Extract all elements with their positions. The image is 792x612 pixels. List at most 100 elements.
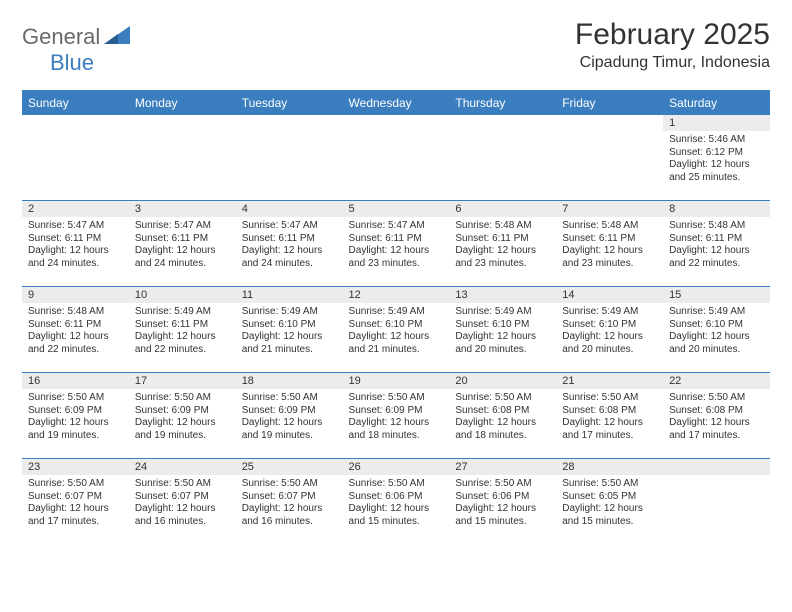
daylight-line: Daylight: 12 hours and 20 minutes. [455,331,550,356]
day-number: 6 [449,201,556,217]
daylight-line: Daylight: 12 hours and 24 minutes. [242,245,337,270]
sunrise-line: Sunrise: 5:49 AM [455,306,550,319]
calendar-week-row: 2Sunrise: 5:47 AMSunset: 6:11 PMDaylight… [22,201,770,287]
calendar-cell: 13Sunrise: 5:49 AMSunset: 6:10 PMDayligh… [449,287,556,373]
sunrise-line: Sunrise: 5:48 AM [28,306,123,319]
sunset-line: Sunset: 6:07 PM [242,491,337,504]
col-header: Sunday [22,91,129,115]
calendar-page: General February 2025 Cipadung Timur, In… [0,0,792,555]
calendar-week-row: 23Sunrise: 5:50 AMSunset: 6:07 PMDayligh… [22,459,770,545]
sunrise-line: Sunrise: 5:50 AM [562,478,657,491]
calendar-cell [556,115,663,201]
sunrise-line: Sunrise: 5:47 AM [135,220,230,233]
day-details: Sunrise: 5:50 AMSunset: 6:09 PMDaylight:… [236,389,343,444]
day-number: 13 [449,287,556,303]
calendar-cell: 4 Sunrise: 5:47 AMSunset: 6:11 PMDaylight… [236,201,343,287]
calendar-cell: 5Sunrise: 5:47 AMSunset: 6:11 PMDaylight… [343,201,450,287]
location-text: Cipadung Timur, Indonesia [575,54,770,72]
calendar-cell: 26Sunrise: 5:50 AMSunset: 6:06 PMDayligh… [343,459,450,545]
title-block: February 2025 Cipadung Timur, Indonesia [575,18,770,72]
daylight-line: Daylight: 12 hours and 16 minutes. [135,503,230,528]
sunset-line: Sunset: 6:07 PM [28,491,123,504]
calendar-cell [129,115,236,201]
daylight-line: Daylight: 12 hours and 15 minutes. [562,503,657,528]
sunrise-line: Sunrise: 5:47 AM [28,220,123,233]
col-header: Tuesday [236,91,343,115]
sunset-line: Sunset: 6:10 PM [669,319,764,332]
daylight-line: Daylight: 12 hours and 22 minutes. [28,331,123,356]
sunset-line: Sunset: 6:09 PM [135,405,230,418]
day-details: Sunrise: 5:48 AMSunset: 6:11 PMDaylight:… [22,303,129,358]
month-title: February 2025 [575,18,770,52]
calendar-cell: 11Sunrise: 5:49 AMSunset: 6:10 PMDayligh… [236,287,343,373]
calendar-cell [663,459,770,545]
day-number: 25 [236,459,343,475]
calendar-cell: 23Sunrise: 5:50 AMSunset: 6:07 PMDayligh… [22,459,129,545]
day-details: Sunrise: 5:50 AMSunset: 6:07 PMDaylight:… [22,475,129,530]
sunset-line: Sunset: 6:07 PM [135,491,230,504]
sunset-line: Sunset: 6:06 PM [455,491,550,504]
day-details: Sunrise: 5:50 AMSunset: 6:05 PMDaylight:… [556,475,663,530]
sunset-line: Sunset: 6:11 PM [242,233,337,246]
day-details: Sunrise: 5:47 AMSunset: 6:11 PMDaylight:… [129,217,236,272]
day-number: 28 [556,459,663,475]
day-number: 4 [236,201,343,217]
calendar-cell: 27Sunrise: 5:50 AMSunset: 6:06 PMDayligh… [449,459,556,545]
sunrise-line: Sunrise: 5:50 AM [28,478,123,491]
sunrise-line: Sunrise: 5:50 AM [455,478,550,491]
calendar-cell: 21Sunrise: 5:50 AMSunset: 6:08 PMDayligh… [556,373,663,459]
daylight-line: Daylight: 12 hours and 16 minutes. [242,503,337,528]
calendar-cell: 16Sunrise: 5:50 AMSunset: 6:09 PMDayligh… [22,373,129,459]
day-details: Sunrise: 5:49 AMSunset: 6:10 PMDaylight:… [449,303,556,358]
day-number: 11 [236,287,343,303]
sunrise-line: Sunrise: 5:47 AM [349,220,444,233]
sunrise-line: Sunrise: 5:50 AM [242,478,337,491]
calendar-cell: 28Sunrise: 5:50 AMSunset: 6:05 PMDayligh… [556,459,663,545]
daylight-line: Daylight: 12 hours and 24 minutes. [28,245,123,270]
daylight-line: Daylight: 12 hours and 25 minutes. [669,159,764,184]
day-number: 10 [129,287,236,303]
col-header: Saturday [663,91,770,115]
sunset-line: Sunset: 6:11 PM [349,233,444,246]
daylight-line: Daylight: 12 hours and 20 minutes. [562,331,657,356]
sunset-line: Sunset: 6:10 PM [562,319,657,332]
calendar-week-row: 9Sunrise: 5:48 AMSunset: 6:11 PMDaylight… [22,287,770,373]
daylight-line: Daylight: 12 hours and 22 minutes. [669,245,764,270]
day-number: 24 [129,459,236,475]
day-details: Sunrise: 5:50 AMSunset: 6:08 PMDaylight:… [449,389,556,444]
daylight-line: Daylight: 12 hours and 17 minutes. [28,503,123,528]
day-number: 19 [343,373,450,389]
sunrise-line: Sunrise: 5:47 AM [242,220,337,233]
sunrise-line: Sunrise: 5:50 AM [455,392,550,405]
daylight-line: Daylight: 12 hours and 21 minutes. [349,331,444,356]
daylight-line: Daylight: 12 hours and 18 minutes. [455,417,550,442]
sunset-line: Sunset: 6:09 PM [28,405,123,418]
calendar-cell: 8Sunrise: 5:48 AMSunset: 6:11 PMDaylight… [663,201,770,287]
daylight-line: Daylight: 12 hours and 19 minutes. [28,417,123,442]
daylight-line: Daylight: 12 hours and 19 minutes. [242,417,337,442]
calendar-body: 1Sunrise: 5:46 AMSunset: 6:12 PMDaylight… [22,115,770,545]
sunrise-line: Sunrise: 5:50 AM [669,392,764,405]
day-details: Sunrise: 5:50 AMSunset: 6:08 PMDaylight:… [663,389,770,444]
calendar-week-row: 1Sunrise: 5:46 AMSunset: 6:12 PMDaylight… [22,115,770,201]
sunset-line: Sunset: 6:05 PM [562,491,657,504]
day-details: Sunrise: 5:50 AMSunset: 6:06 PMDaylight:… [449,475,556,530]
calendar-cell: 25 Sunrise: 5:50 AMSunset: 6:07 PMDayligh… [236,459,343,545]
day-details: Sunrise: 5:47 AMSunset: 6:11 PMDaylight:… [343,217,450,272]
day-details: Sunrise: 5:49 AMSunset: 6:11 PMDaylight:… [129,303,236,358]
daylight-line: Daylight: 12 hours and 23 minutes. [455,245,550,270]
sunrise-line: Sunrise: 5:48 AM [669,220,764,233]
col-header: Friday [556,91,663,115]
calendar-cell: 2Sunrise: 5:47 AMSunset: 6:11 PMDaylight… [22,201,129,287]
brand-word-2: Blue [50,50,94,75]
sunset-line: Sunset: 6:11 PM [455,233,550,246]
day-number: 21 [556,373,663,389]
calendar-cell: 3Sunrise: 5:47 AMSunset: 6:11 PMDaylight… [129,201,236,287]
col-header: Monday [129,91,236,115]
day-number: 14 [556,287,663,303]
calendar-cell [22,115,129,201]
day-header-row: Sunday Monday Tuesday Wednesday Thursday… [22,91,770,115]
sunrise-line: Sunrise: 5:50 AM [349,392,444,405]
day-number: 27 [449,459,556,475]
calendar-cell [449,115,556,201]
